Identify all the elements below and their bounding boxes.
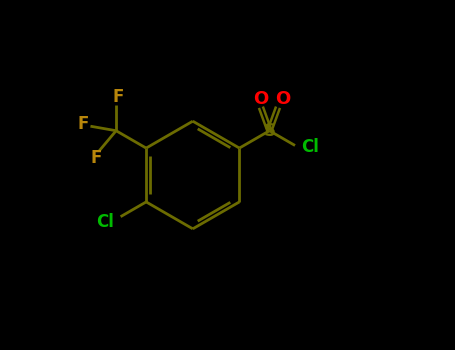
Text: Cl: Cl <box>301 138 319 156</box>
Text: F: F <box>112 88 123 106</box>
Text: S: S <box>263 122 275 140</box>
Text: F: F <box>91 149 102 167</box>
Text: Cl: Cl <box>96 213 114 231</box>
Text: O: O <box>276 90 291 107</box>
Text: F: F <box>77 116 89 133</box>
Text: O: O <box>253 90 268 107</box>
